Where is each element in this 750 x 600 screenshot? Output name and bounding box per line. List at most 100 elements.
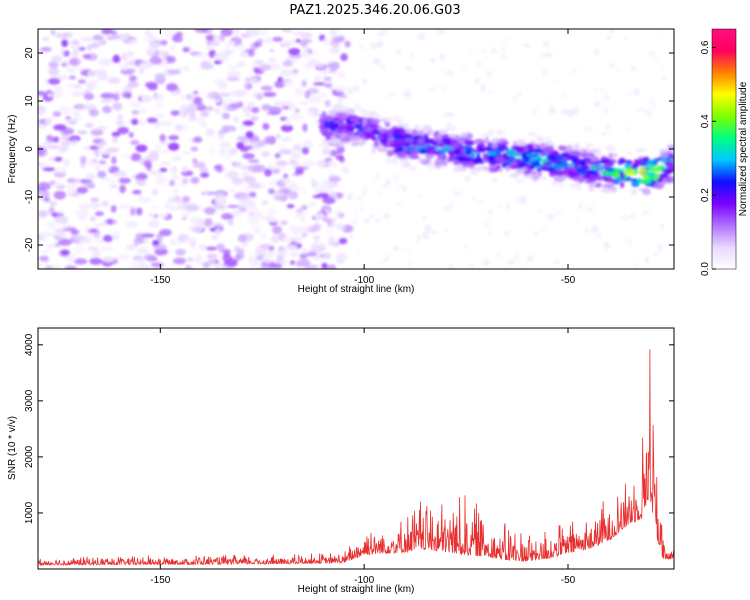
spectrogram-cell [363,127,374,133]
spectrogram-cell [124,52,133,59]
spectrogram-cell [101,29,113,35]
spectrogram-cell [327,115,332,121]
spectrogram-cell [91,249,101,258]
spectrogram-cell [379,64,386,69]
spectrogram-cell [405,66,413,71]
spectrogram-cell [272,36,283,42]
spectrogram-cell [147,213,155,218]
spectrogram-cell [527,132,538,137]
spectrogram-cell [288,48,301,56]
spectrogram-cell [272,168,281,174]
spectrogram-cell [223,258,238,267]
spectrogram-cell [56,209,64,215]
snr-series-line [38,349,674,567]
x-tick-label: -50 [561,575,576,586]
spectrogram-cell [41,249,52,254]
spectrogram-cell [422,236,430,240]
spectrogram-cell [387,91,396,98]
spectrogram-cell [54,156,63,162]
spectrogram-cell [223,49,232,57]
spectrogram-cell [38,142,44,146]
spectrogram-cell [385,254,389,261]
spectrogram-cell [532,231,540,238]
spectrogram-cell [250,115,259,122]
spectrogram-cell [662,170,670,178]
spectrogram-cell [248,215,257,223]
spectrogram-cell [329,42,338,48]
spectrogram-cell [423,133,429,139]
spectrogram-cell [215,228,222,235]
spectrogram-cell [180,95,188,100]
spectrogram-cell [576,169,587,174]
spectrogram-cell [414,124,420,129]
spectrogram-cell [606,34,611,41]
spectrogram-cell [136,207,143,216]
spectrogram-cell [160,161,171,166]
spectrogram-cell [299,253,308,259]
spectrogram-cell [140,61,147,70]
spectrogram-cell [446,126,457,131]
colorbar-tick-label: 0.0 [700,262,711,276]
spectrogram-cell [652,251,660,256]
spectrogram-cell [145,48,156,57]
spectrogram-cell [486,151,496,156]
spectrogram-cell [172,188,180,194]
spectrogram-cell [183,66,190,71]
spectrogram-cell [236,60,246,68]
spectrogram-cell [545,52,553,58]
spectrogram-cell [84,122,94,128]
spectrogram-cell [55,167,68,173]
spectrogram-cell [285,72,299,77]
spectrogram-cell [479,161,485,165]
spectrogram-cell [77,79,87,84]
spectrogram-cell [328,69,337,74]
spectrogram-x-label: Height of straight line (km) [298,284,415,295]
spectrogram-cell [289,251,300,257]
spectrogram-cell [80,36,94,42]
spectrogram-cell [143,237,150,245]
spectrogram-cell [647,167,659,173]
spectrogram-cell [335,222,344,230]
spectrogram-cell [247,49,255,57]
spectrogram-cell [102,256,114,263]
spectrogram-cell [429,86,437,91]
snr-background [38,328,674,569]
y-tick-label: 10 [24,95,35,107]
spectrogram-cell [345,108,356,115]
spectrogram-cell [76,186,89,194]
spectrogram-cell [49,114,56,122]
spectrogram-cell [227,204,240,209]
spectrogram-cell [539,176,548,180]
spectrogram-cell [134,174,141,181]
spectrogram-cell [664,241,669,248]
spectrogram-cell [642,210,650,215]
spectrogram-cell [484,136,489,144]
spectrogram-cell [92,34,104,41]
spectrogram-cell [272,226,283,235]
spectrogram-cell [448,133,457,138]
spectrogram-cell [515,167,525,175]
spectrogram-cell [47,93,53,98]
spectrogram-cell [99,98,114,103]
spectrogram-cell [54,235,61,240]
spectrogram-cell [206,253,218,259]
spectrogram-cell [248,191,257,198]
spectrogram-cell [181,170,194,177]
spectrogram-cell [482,218,491,227]
spectrogram-cell [337,109,348,113]
spectrogram-cell [108,77,121,85]
spectrogram-cell [382,184,388,189]
spectrogram-cell [392,245,400,251]
spectrogram-cell [169,179,175,187]
spectrogram-cell [119,203,131,210]
spectrogram-cell [602,187,612,194]
spectrogram-cell [537,172,543,176]
spectrogram-cell [215,164,224,173]
spectrogram-cell [325,208,330,214]
spectrogram-cell [240,200,248,205]
spectrogram-cell [228,127,235,132]
spectrogram-cell [93,69,107,75]
spectrogram-cell [233,246,241,253]
spectrogram-cell [382,212,391,220]
spectrogram-cell [555,155,564,161]
